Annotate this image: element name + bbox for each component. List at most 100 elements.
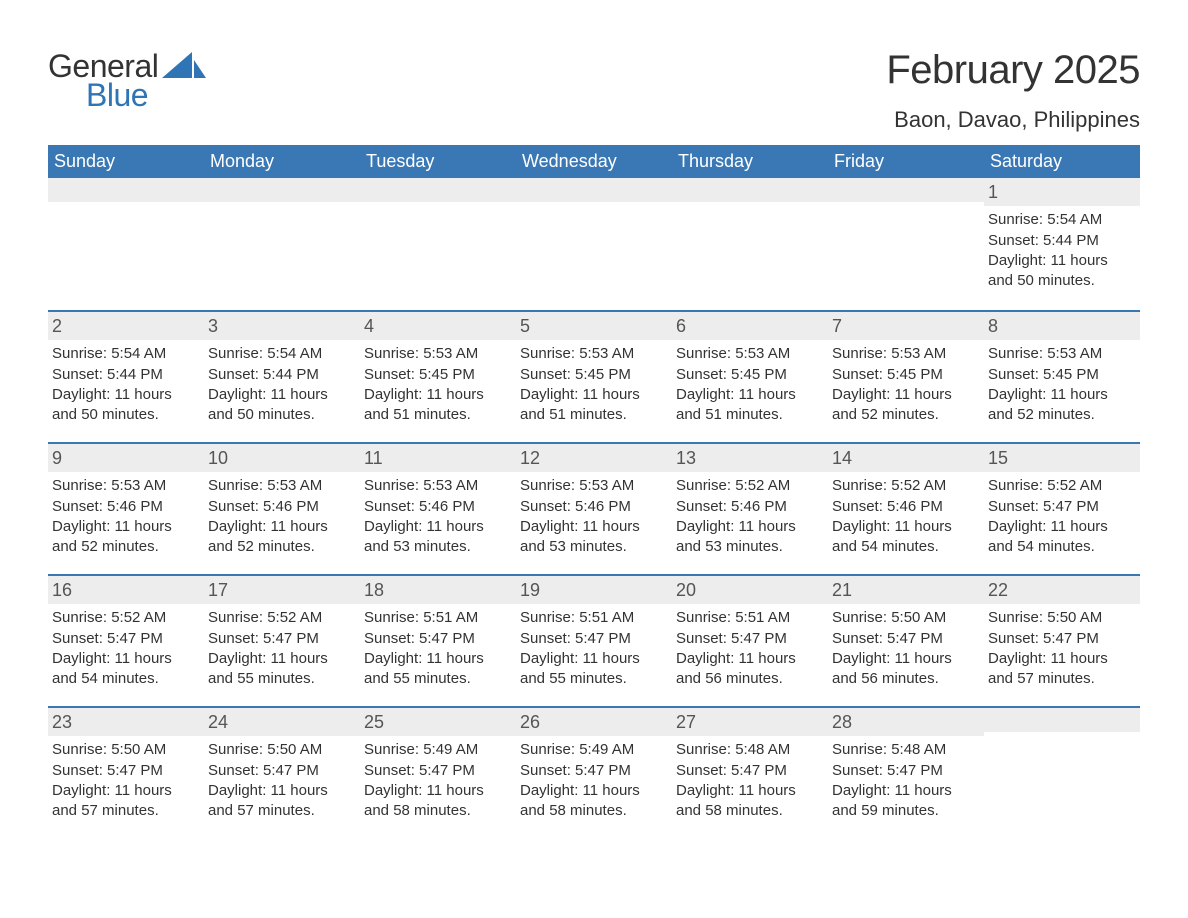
sunset-line: Sunset: 5:45 PM [364,365,510,385]
dow-cell: Saturday [984,145,1140,178]
sunrise-line: Sunrise: 5:51 AM [364,608,510,628]
sunrise-line: Sunrise: 5:53 AM [832,344,978,364]
day-cell: 18Sunrise: 5:51 AMSunset: 5:47 PMDayligh… [360,576,516,706]
sunrise-line: Sunrise: 5:50 AM [988,608,1134,628]
daylight-line: Daylight: 11 hours and 53 minutes. [676,517,822,558]
sunset-line: Sunset: 5:45 PM [520,365,666,385]
day-cell: 19Sunrise: 5:51 AMSunset: 5:47 PMDayligh… [516,576,672,706]
sunset-line: Sunset: 5:47 PM [832,629,978,649]
sunrise-line: Sunrise: 5:52 AM [988,476,1134,496]
sunset-line: Sunset: 5:46 PM [676,497,822,517]
daylight-line: Daylight: 11 hours and 58 minutes. [520,781,666,822]
logo: General Blue [48,48,206,114]
day-cell [204,178,360,310]
sunset-line: Sunset: 5:47 PM [988,497,1134,517]
day-cell: 23Sunrise: 5:50 AMSunset: 5:47 PMDayligh… [48,708,204,838]
daylight-line: Daylight: 11 hours and 58 minutes. [676,781,822,822]
month-title: February 2025 [886,48,1140,93]
sunrise-line: Sunrise: 5:49 AM [364,740,510,760]
dow-cell: Wednesday [516,145,672,178]
sunrise-line: Sunrise: 5:52 AM [832,476,978,496]
sunrise-line: Sunrise: 5:53 AM [676,344,822,364]
dow-cell: Friday [828,145,984,178]
sunset-line: Sunset: 5:45 PM [676,365,822,385]
sunset-line: Sunset: 5:47 PM [208,629,354,649]
sunset-line: Sunset: 5:47 PM [988,629,1134,649]
sunrise-line: Sunrise: 5:52 AM [208,608,354,628]
day-number: 11 [360,444,516,472]
day-number: 1 [984,178,1140,206]
daylight-line: Daylight: 11 hours and 51 minutes. [364,385,510,426]
sunset-line: Sunset: 5:47 PM [364,629,510,649]
day-number [672,178,828,202]
day-cell: 28Sunrise: 5:48 AMSunset: 5:47 PMDayligh… [828,708,984,838]
day-number: 9 [48,444,204,472]
day-cell: 5Sunrise: 5:53 AMSunset: 5:45 PMDaylight… [516,312,672,442]
sunset-line: Sunset: 5:47 PM [364,761,510,781]
day-number [204,178,360,202]
daylight-line: Daylight: 11 hours and 59 minutes. [832,781,978,822]
logo-word-blue: Blue [86,77,158,114]
day-cell: 12Sunrise: 5:53 AMSunset: 5:46 PMDayligh… [516,444,672,574]
day-number: 10 [204,444,360,472]
week-row: 2Sunrise: 5:54 AMSunset: 5:44 PMDaylight… [48,310,1140,442]
day-number: 8 [984,312,1140,340]
sunrise-line: Sunrise: 5:50 AM [52,740,198,760]
day-cell: 7Sunrise: 5:53 AMSunset: 5:45 PMDaylight… [828,312,984,442]
sunrise-line: Sunrise: 5:53 AM [208,476,354,496]
sunrise-line: Sunrise: 5:53 AM [364,344,510,364]
day-number: 26 [516,708,672,736]
sunset-line: Sunset: 5:46 PM [208,497,354,517]
daylight-line: Daylight: 11 hours and 54 minutes. [832,517,978,558]
header: General Blue February 2025 Baon, Davao, … [48,48,1140,133]
day-number: 25 [360,708,516,736]
day-cell [984,708,1140,838]
daylight-line: Daylight: 11 hours and 54 minutes. [52,649,198,690]
sunset-line: Sunset: 5:46 PM [364,497,510,517]
day-cell: 26Sunrise: 5:49 AMSunset: 5:47 PMDayligh… [516,708,672,838]
sunrise-line: Sunrise: 5:53 AM [520,344,666,364]
day-cell: 15Sunrise: 5:52 AMSunset: 5:47 PMDayligh… [984,444,1140,574]
day-cell [360,178,516,310]
day-number: 7 [828,312,984,340]
week-row: 1Sunrise: 5:54 AMSunset: 5:44 PMDaylight… [48,178,1140,310]
title-block: February 2025 Baon, Davao, Philippines [886,48,1140,133]
daylight-line: Daylight: 11 hours and 52 minutes. [832,385,978,426]
day-cell: 22Sunrise: 5:50 AMSunset: 5:47 PMDayligh… [984,576,1140,706]
day-number: 12 [516,444,672,472]
sunset-line: Sunset: 5:47 PM [832,761,978,781]
daylight-line: Daylight: 11 hours and 58 minutes. [364,781,510,822]
day-number: 2 [48,312,204,340]
week-row: 16Sunrise: 5:52 AMSunset: 5:47 PMDayligh… [48,574,1140,706]
day-cell: 11Sunrise: 5:53 AMSunset: 5:46 PMDayligh… [360,444,516,574]
daylight-line: Daylight: 11 hours and 52 minutes. [52,517,198,558]
day-cell: 20Sunrise: 5:51 AMSunset: 5:47 PMDayligh… [672,576,828,706]
day-cell: 2Sunrise: 5:54 AMSunset: 5:44 PMDaylight… [48,312,204,442]
sunrise-line: Sunrise: 5:53 AM [520,476,666,496]
location: Baon, Davao, Philippines [886,107,1140,133]
day-cell: 10 Sunrise: 5:53 AMSunset: 5:46 PMDayligh… [204,444,360,574]
daylight-line: Daylight: 11 hours and 50 minutes. [988,251,1134,292]
day-cell: 17Sunrise: 5:52 AMSunset: 5:47 PMDayligh… [204,576,360,706]
day-cell: 1Sunrise: 5:54 AMSunset: 5:44 PMDaylight… [984,178,1140,310]
sunset-line: Sunset: 5:47 PM [676,629,822,649]
day-cell: 14Sunrise: 5:52 AMSunset: 5:46 PMDayligh… [828,444,984,574]
daylight-line: Daylight: 11 hours and 57 minutes. [52,781,198,822]
daylight-line: Daylight: 11 hours and 55 minutes. [364,649,510,690]
sunrise-line: Sunrise: 5:53 AM [52,476,198,496]
day-number [828,178,984,202]
sunset-line: Sunset: 5:47 PM [520,761,666,781]
daylight-line: Daylight: 11 hours and 52 minutes. [208,517,354,558]
day-number: 13 [672,444,828,472]
sunrise-line: Sunrise: 5:51 AM [520,608,666,628]
week-row: 23Sunrise: 5:50 AMSunset: 5:47 PMDayligh… [48,706,1140,838]
day-cell: 6Sunrise: 5:53 AMSunset: 5:45 PMDaylight… [672,312,828,442]
sunset-line: Sunset: 5:47 PM [208,761,354,781]
day-number: 14 [828,444,984,472]
day-cell: 9Sunrise: 5:53 AMSunset: 5:46 PMDaylight… [48,444,204,574]
dow-cell: Sunday [48,145,204,178]
dow-cell: Thursday [672,145,828,178]
sunset-line: Sunset: 5:47 PM [52,761,198,781]
day-cell: 16Sunrise: 5:52 AMSunset: 5:47 PMDayligh… [48,576,204,706]
sunrise-line: Sunrise: 5:54 AM [208,344,354,364]
